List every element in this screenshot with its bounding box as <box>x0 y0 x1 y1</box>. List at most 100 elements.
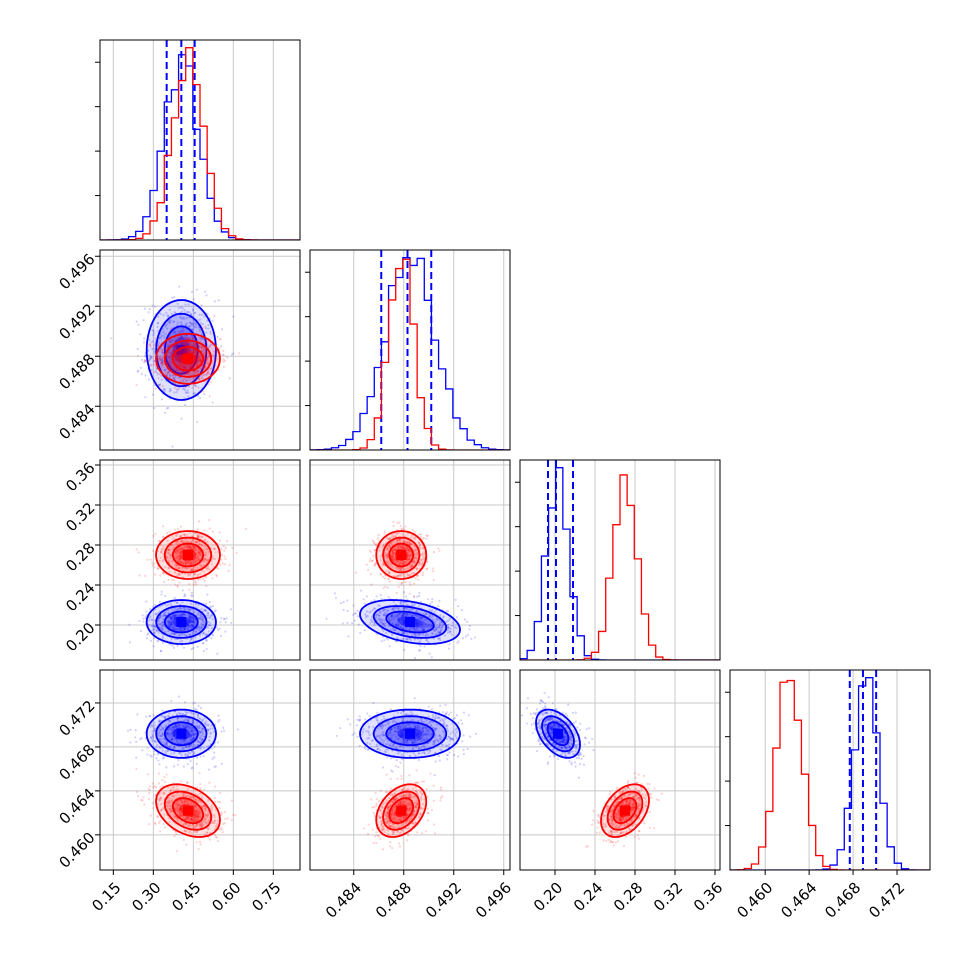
scatter-point-series_a <box>447 625 450 629</box>
scatter-point-series_a <box>189 620 193 623</box>
scatter-point-series_b <box>200 377 203 380</box>
scatter-point-series_a <box>204 722 207 725</box>
scatter-point-series_b <box>178 364 181 367</box>
scatter-point-series_a <box>194 636 197 639</box>
scatter-point-series_a <box>188 311 191 314</box>
scatter-point-series_b <box>177 567 181 570</box>
scatter-point-series_a <box>156 640 159 643</box>
panel-frame <box>309 249 511 451</box>
scatter-point-series_a <box>166 356 169 359</box>
scatter-point-series_b <box>196 540 199 544</box>
scatter-point-series_a <box>156 629 159 632</box>
scatter-point-series_b <box>398 574 401 577</box>
scatter-point-series_a <box>397 607 400 610</box>
scatter-point-series_b <box>193 532 197 535</box>
scatter-point-series_b <box>153 371 156 374</box>
scatter-point-series_b <box>212 555 215 558</box>
scatter-point-series_b <box>180 547 183 550</box>
scatter-point-series_a <box>195 326 198 329</box>
scatter-point-series_a <box>160 374 163 377</box>
scatter-point-series_a <box>360 589 363 592</box>
scatter-point-series_b <box>174 562 177 565</box>
scatter-point-series_a <box>196 420 199 423</box>
scatter-point-series_a <box>435 628 438 631</box>
scatter-point-series_b <box>389 541 392 544</box>
scatter-point-series_b <box>204 809 207 812</box>
scatter-point-series_b <box>383 551 387 555</box>
scatter-point-series_a <box>153 753 156 756</box>
scatter-point-series_a <box>150 356 153 359</box>
scatter-point-series_a <box>153 721 156 724</box>
scatter-point-series_a <box>445 610 448 613</box>
scatter-point-series_a <box>198 746 201 750</box>
scatter-point-series_b <box>169 809 172 812</box>
scatter-point-series_b <box>160 548 163 551</box>
scatter-point-series_b <box>168 530 171 533</box>
scatter-point-series_a <box>170 312 173 316</box>
scatter-point-series_b <box>202 377 205 380</box>
scatter-point-series_a <box>178 386 181 389</box>
scatter-point-series_a <box>152 605 155 608</box>
scatter-point-series_b <box>185 371 188 374</box>
scatter-point-series_a <box>167 723 170 726</box>
scatter-point-series_b <box>193 371 196 374</box>
scatter-point-series_a <box>186 389 189 392</box>
scatter-point-series_b <box>176 557 179 560</box>
scatter-point-series_b <box>150 341 153 344</box>
scatter-point-series_b <box>386 552 389 555</box>
scatter-point-series_b <box>410 553 413 556</box>
scatter-point-series_b <box>181 342 184 346</box>
scatter-point-series_a <box>169 362 173 365</box>
scatter-point-series_b <box>161 571 165 574</box>
scatter-point-series_a <box>176 742 180 745</box>
scatter-point-series_a <box>418 591 421 594</box>
scatter-point-series_a <box>160 627 163 630</box>
scatter-point-series_a <box>202 622 205 626</box>
scatter-point-series_b <box>185 385 188 388</box>
scatter-point-series_a <box>202 746 205 749</box>
scatter-point-series_b <box>180 534 183 538</box>
scatter-point-series_a <box>378 617 381 620</box>
scatter-point-series_b <box>206 371 209 375</box>
scatter-point-series_b <box>406 541 409 545</box>
scatter-point-series_a <box>193 625 196 628</box>
scatter-point-series_b <box>221 562 225 565</box>
scatter-point-series_a <box>175 601 179 604</box>
scatter-point-series_a <box>185 746 188 749</box>
scatter-point-series_a <box>184 594 187 597</box>
scatter-point-series_b <box>192 566 195 569</box>
scatter-point-series_b <box>206 361 209 364</box>
scatter-point-series_a <box>385 612 388 615</box>
scatter-point-series_a <box>189 616 193 619</box>
scatter-point-series_a <box>175 609 178 612</box>
scatter-point-series_a <box>167 728 170 732</box>
scatter-point-series_a <box>200 623 203 627</box>
scatter-point-series_a <box>460 609 464 612</box>
scatter-point-series_a <box>426 625 429 629</box>
scatter-point-series_b <box>153 381 156 384</box>
scatter-point-series_b <box>176 548 179 551</box>
scatter-point-series_a <box>186 719 189 722</box>
scatter-point-series_a <box>183 595 186 598</box>
density-peak-series_b <box>183 550 193 560</box>
scatter-point-series_b <box>425 534 428 537</box>
scatter-point-series_b <box>192 558 195 562</box>
scatter-point-series_a <box>182 627 186 630</box>
scatter-point-series_a <box>158 738 161 741</box>
scatter-point-series_b <box>187 561 190 564</box>
scatter-point-series_a <box>202 338 205 341</box>
scatter-point-series_a <box>193 701 196 704</box>
scatter-point-series_b <box>391 551 394 554</box>
scatter-point-series_b <box>178 350 181 353</box>
scatter-point-series_b <box>376 537 380 540</box>
scatter-point-series_a <box>156 371 159 375</box>
scatter-point-series_a <box>136 347 139 351</box>
scatter-point-series_a <box>201 375 204 378</box>
scatter-point-series_b <box>406 547 409 550</box>
scatter-point-series_b <box>395 566 398 570</box>
scatter-point-series_a <box>177 723 180 726</box>
scatter-point-series_b <box>178 557 182 560</box>
scatter-point-series_a <box>446 609 450 613</box>
scatter-point-series_a <box>395 624 398 627</box>
